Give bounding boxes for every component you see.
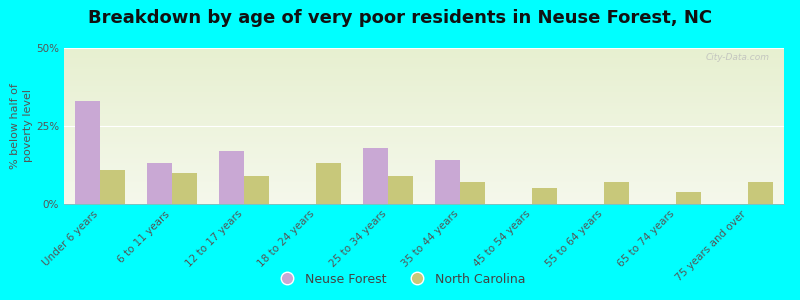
- Bar: [172, 173, 197, 204]
- Bar: [147, 164, 172, 204]
- Bar: [219, 151, 244, 204]
- Bar: [388, 176, 413, 204]
- Bar: [100, 170, 125, 204]
- Bar: [748, 182, 773, 204]
- Bar: [435, 160, 460, 204]
- Legend: Neuse Forest, North Carolina: Neuse Forest, North Carolina: [270, 268, 530, 291]
- Bar: [75, 101, 100, 204]
- Bar: [532, 188, 557, 204]
- Bar: [244, 176, 269, 204]
- Y-axis label: % below half of
poverty level: % below half of poverty level: [10, 83, 34, 169]
- Bar: [363, 148, 388, 204]
- Bar: [604, 182, 629, 204]
- Bar: [460, 182, 485, 204]
- Bar: [676, 191, 701, 204]
- Text: City-Data.com: City-Data.com: [706, 53, 770, 62]
- Text: Breakdown by age of very poor residents in Neuse Forest, NC: Breakdown by age of very poor residents …: [88, 9, 712, 27]
- Bar: [316, 164, 341, 204]
